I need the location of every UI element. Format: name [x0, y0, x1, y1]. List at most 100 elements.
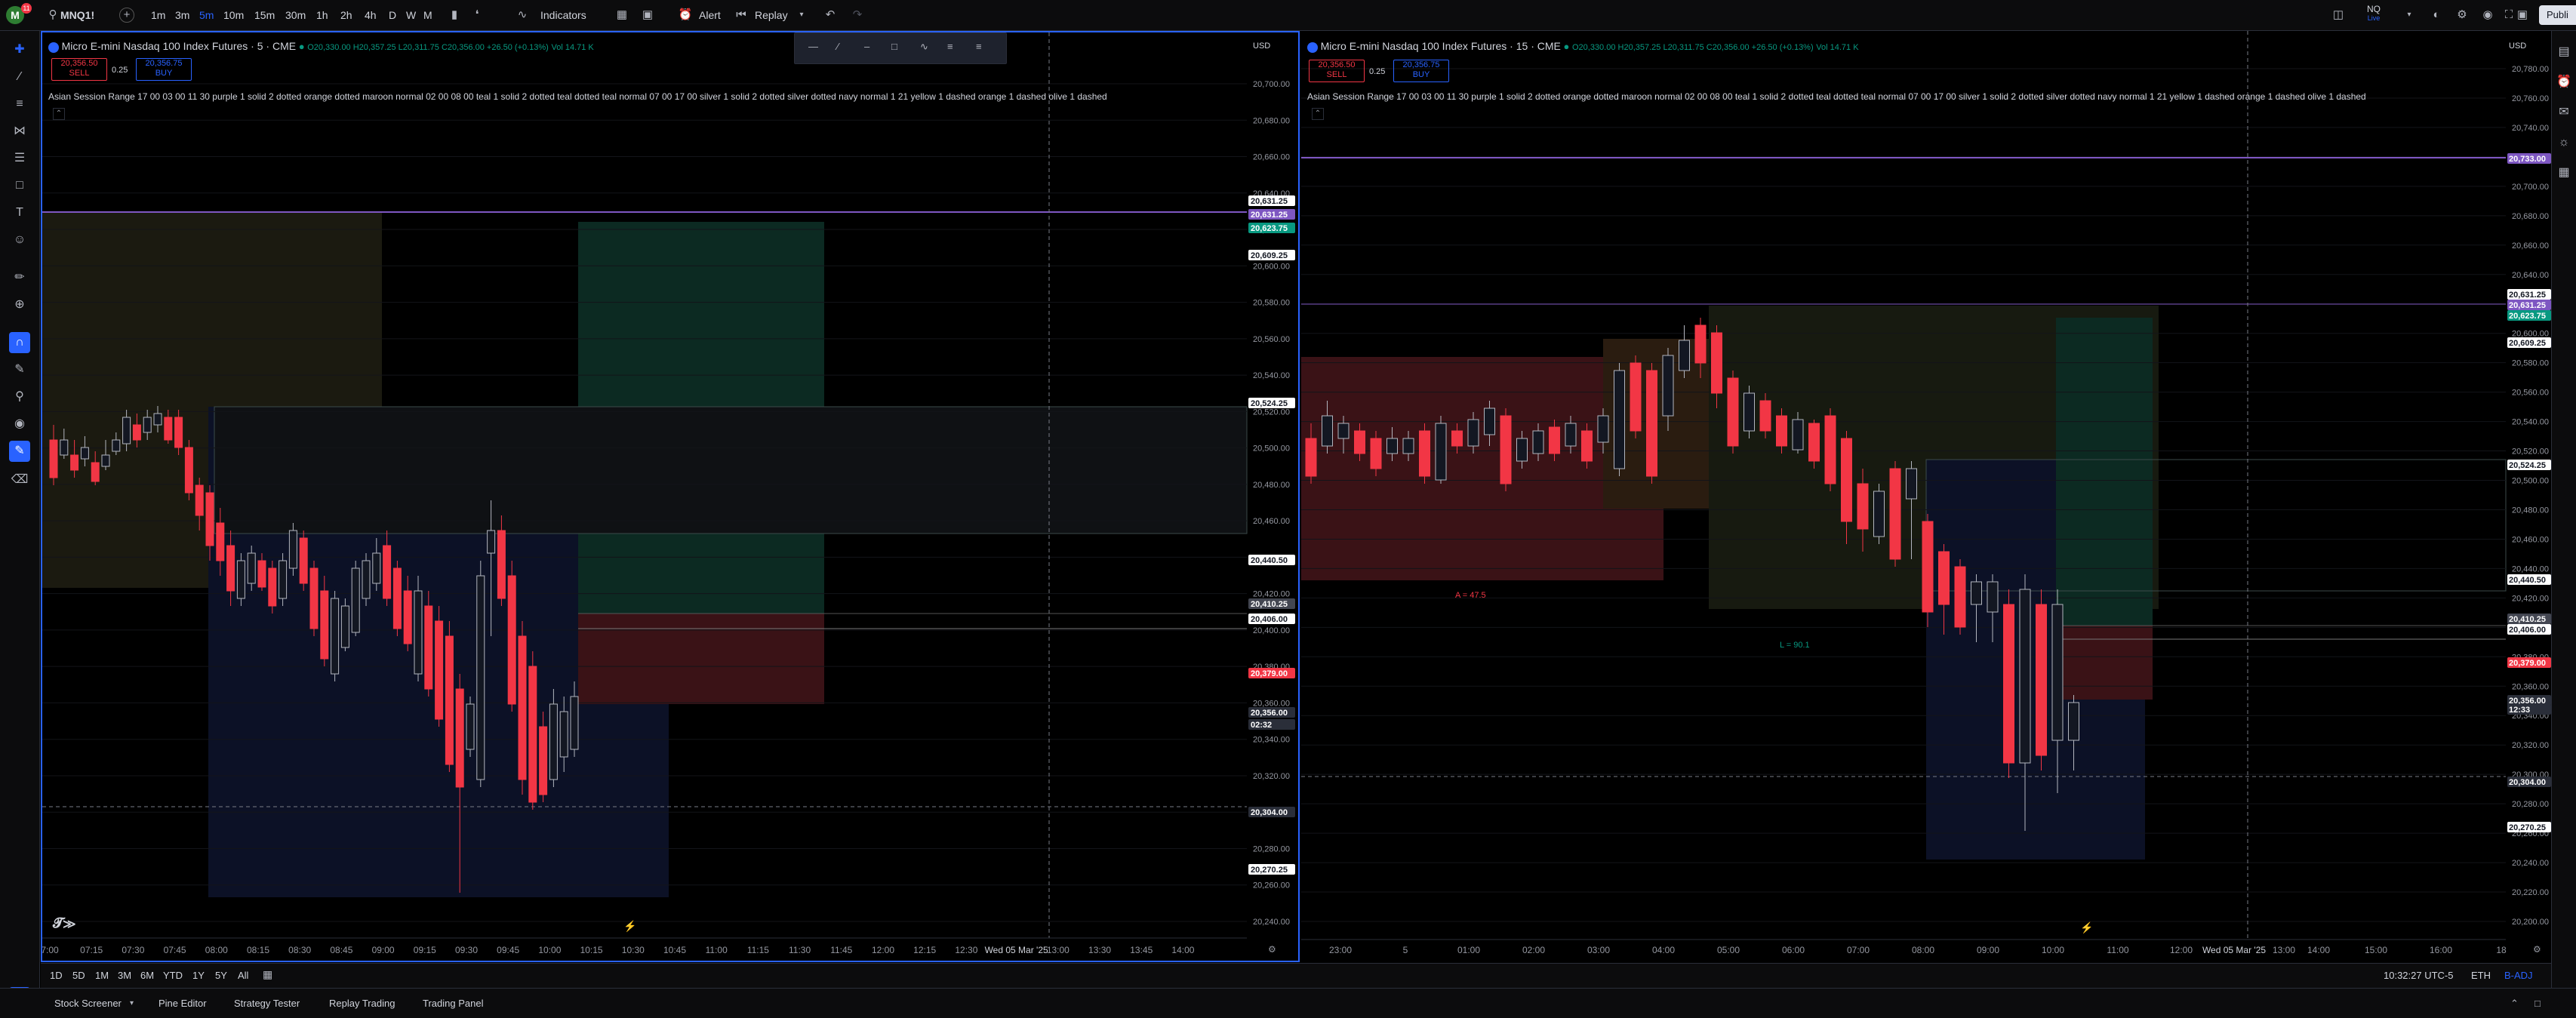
ideas-icon[interactable]: ☼ — [2558, 136, 2570, 149]
horizontal-line-icon[interactable]: — — [808, 41, 818, 52]
chat-icon[interactable]: ✉ — [2559, 106, 2569, 118]
goto-realtime-icon[interactable]: ⚙ — [1268, 944, 1276, 955]
redo-icon[interactable]: ↷ — [852, 8, 863, 21]
chevron-down-icon[interactable]: ▾ — [130, 999, 134, 1007]
timeframe-1m[interactable]: 1M — [95, 970, 109, 981]
collapse-legend-icon[interactable]: ⌃ — [53, 108, 65, 120]
alert-icon[interactable]: ⏰ — [678, 8, 693, 21]
ruler-icon[interactable]: ✏ — [14, 271, 25, 284]
chart-panel-15m[interactable]: 20,780.0020,760.0020,740.0020,720.0020,7… — [1301, 31, 2551, 962]
timeframe-3m[interactable]: 3M — [118, 970, 132, 981]
calendar-icon[interactable]: ▦ — [2558, 166, 2570, 179]
interval-1m[interactable]: 1m — [151, 9, 166, 21]
replay-icon[interactable]: ⏮ — [736, 8, 746, 21]
gauge-icon[interactable]: ◐ — [2433, 8, 2440, 21]
chart-canvas-5m[interactable]: 20,700.0020,680.0020,660.0020,640.0020,6… — [42, 32, 1298, 961]
interval-W[interactable]: W — [406, 9, 417, 21]
indicators-icon[interactable]: ∿ — [517, 8, 528, 21]
trend-line-icon[interactable]: ∕ — [837, 41, 839, 52]
compare-plus-icon[interactable]: + — [119, 8, 134, 23]
timeframe-6m[interactable]: 6M — [140, 970, 155, 981]
alert-button[interactable]: Alert — [699, 9, 721, 21]
undo-icon[interactable]: ↶ — [825, 8, 836, 21]
candles-icon[interactable]: ▮ — [451, 8, 458, 21]
tab-replay-trading[interactable]: Replay Trading — [329, 998, 395, 1009]
panels-icon[interactable]: ◫ — [2332, 8, 2344, 21]
search-icon[interactable]: ⚲ — [48, 8, 57, 21]
ray-icon[interactable]: – — [864, 41, 870, 52]
interval-4h[interactable]: 4h — [365, 9, 377, 21]
settings-icon[interactable]: ⚙ — [2457, 8, 2467, 21]
chart-canvas-15m[interactable]: 20,780.0020,760.0020,740.0020,720.0020,7… — [1301, 31, 2551, 962]
tab-trading-panel[interactable]: Trading Panel — [423, 998, 484, 1009]
indicator-legend[interactable]: Asian Session Range 17 00 03 00 11 30 pu… — [1307, 91, 2366, 102]
draw-mode-icon[interactable]: ✎ — [9, 441, 30, 462]
collapse-panel-icon[interactable]: ⌃ — [2510, 998, 2519, 1009]
crosshair-icon[interactable]: ✚ — [14, 43, 25, 56]
chevron-down-icon[interactable]: ▾ — [799, 11, 804, 19]
symbol-title[interactable]: Micro E-mini Nasdaq 100 Index Futures · … — [1320, 40, 1561, 52]
trend-line-icon[interactable]: ∕ — [18, 70, 21, 83]
settings-lines-icon[interactable]: ≡ — [976, 41, 982, 52]
timeframe-all[interactable]: All — [238, 970, 249, 981]
timeframe-1y[interactable]: 1Y — [192, 970, 205, 981]
indicator-legend[interactable]: Asian Session Range 17 00 03 00 11 30 pu… — [48, 91, 1107, 102]
symbol-short[interactable]: NQ Live — [2367, 4, 2381, 22]
tab-pine-editor[interactable]: Pine Editor — [158, 998, 207, 1009]
trash-icon[interactable]: ⌫ — [11, 473, 29, 486]
buy-button[interactable]: 20,356.75 BUY — [1393, 60, 1449, 82]
fib-icon[interactable]: ☰ — [14, 152, 26, 165]
interval-30m[interactable]: 30m — [285, 9, 306, 21]
timeframe-1d[interactable]: 1D — [50, 970, 63, 981]
sell-button[interactable]: 20,356.50 SELL — [51, 58, 107, 81]
replay-button[interactable]: Replay — [755, 9, 788, 21]
emoji-icon[interactable]: ☺ — [13, 233, 26, 246]
timeframe-5d[interactable]: 5D — [72, 970, 85, 981]
rectangle-icon[interactable]: □ — [16, 179, 23, 192]
goto-realtime-icon[interactable]: ⚙ — [2533, 944, 2541, 955]
layout-grid-icon[interactable]: ▦ — [616, 8, 628, 21]
alerts-clock-icon[interactable]: ⏰ — [2556, 75, 2571, 88]
tab-strategy-tester[interactable]: Strategy Tester — [234, 998, 300, 1009]
indicators-button[interactable]: Indicators — [540, 9, 586, 21]
buy-button[interactable]: 20,356.75 BUY — [136, 58, 192, 81]
currency-label[interactable]: USD — [2509, 42, 2527, 51]
interval-M[interactable]: M — [423, 9, 432, 21]
lock-icon[interactable]: ⚲ — [15, 390, 24, 403]
text-icon[interactable]: T — [16, 206, 23, 219]
maximize-panel-icon[interactable]: □ — [2534, 998, 2541, 1009]
interval-5m[interactable]: 5m — [199, 9, 214, 21]
magnet-icon[interactable]: ∩ — [9, 332, 30, 353]
symbol-title[interactable]: Micro E-mini Nasdaq 100 Index Futures · … — [61, 40, 297, 52]
collapse-legend-icon[interactable]: ⌃ — [1312, 108, 1324, 120]
session-toggle[interactable]: ETH — [2471, 970, 2491, 981]
watchlist-icon[interactable]: ▤ — [2558, 45, 2570, 58]
position-icon[interactable]: ≡ — [947, 41, 953, 52]
clock-time[interactable]: 10:32:27 UTC-5 — [2384, 970, 2454, 981]
chart-panel-5m[interactable]: 20,700.00 20,680.00 20,660.00 20,640.00 20,6… — [41, 31, 1300, 962]
path-icon[interactable]: ∿ — [920, 41, 928, 52]
timeframe-ytd[interactable]: YTD — [163, 970, 183, 981]
symbol-search[interactable]: MNQ1! — [60, 9, 95, 21]
pitchfork-icon[interactable]: ⋈ — [14, 125, 26, 137]
fullscreen-icon[interactable]: ⛶ — [2504, 8, 2513, 21]
replay-marker-icon[interactable]: ⚡ — [623, 920, 637, 932]
layout-icon[interactable]: ▣ — [642, 8, 654, 21]
publish-button[interactable]: Publi — [2539, 5, 2576, 25]
interval-D[interactable]: D — [389, 9, 397, 21]
sell-button[interactable]: 20,356.50 SELL — [1309, 60, 1365, 82]
interval-15m[interactable]: 15m — [254, 9, 275, 21]
chevron-down-icon[interactable]: ▾ — [2407, 11, 2411, 19]
tab-stock-screener[interactable]: Stock Screener — [54, 998, 122, 1009]
interval-10m[interactable]: 10m — [223, 9, 245, 21]
zoom-icon[interactable]: ⊕ — [14, 298, 25, 311]
replay-marker-icon[interactable]: ⚡ — [2080, 921, 2094, 933]
interval-1h[interactable]: 1h — [316, 9, 328, 21]
currency-label[interactable]: USD — [1253, 42, 1271, 51]
interval-3m[interactable]: 3m — [175, 9, 190, 21]
interval-2h[interactable]: 2h — [340, 9, 352, 21]
date-range-icon[interactable]: ▦ — [263, 968, 273, 980]
camera-icon[interactable]: ◉ — [2482, 8, 2493, 21]
horizontal-lines-icon[interactable]: ≡ — [16, 97, 23, 110]
rectangle-icon[interactable]: □ — [891, 41, 897, 52]
